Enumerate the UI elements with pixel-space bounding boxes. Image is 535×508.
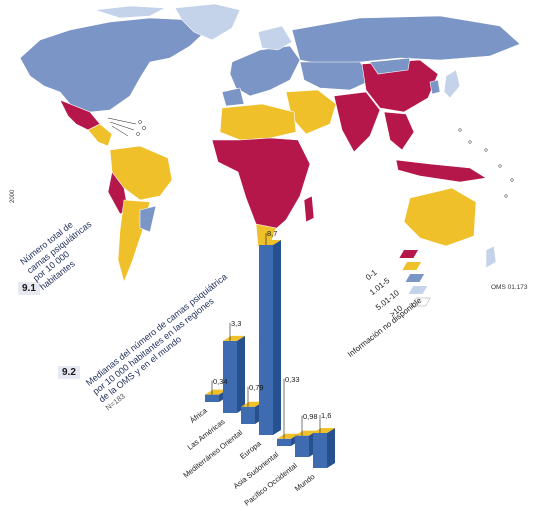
map-region-north-africa [219,103,297,141]
bar-front [313,433,327,468]
bar-cap [223,335,245,341]
map-region-mongolia [369,57,411,75]
map-region-central-america [87,123,113,147]
figure-1-number: 9.1 [18,282,40,295]
bar-cap [295,430,317,436]
bar-cap [313,428,335,434]
bar-las-am-ricas [223,322,245,413]
map-region-southeast-asia [383,111,415,151]
bar-mundo [313,415,335,468]
bar-value-label: 8,7 [267,229,278,238]
map-region-sub-saharan-africa [211,137,311,235]
figure-2-number: 9.2 [58,366,80,379]
map-region-indonesia [395,159,487,183]
bar-value-label: 3,3 [231,318,242,328]
bar-cap [259,240,281,245]
bar-cap [241,401,263,407]
bar-front [205,394,219,402]
bar-front [259,245,273,435]
map-region-arctic-canada [94,5,167,19]
map-region-japan [443,69,461,99]
bar-europa [259,233,281,435]
map-region-south-america-cone [139,205,157,233]
bar-side [237,335,245,413]
bar-front [241,406,255,424]
island-markers [136,120,514,198]
source-label: OMS 01.173 [491,284,528,291]
caribbean-callout [107,117,137,137]
bar-front [277,438,291,446]
bar-value-label: 0,33 [285,374,300,384]
map-region-australia [403,187,477,247]
bar-value-label: 0,79 [249,382,264,392]
bar-front [223,340,237,413]
map-region-scandinavia [257,25,293,51]
bar-cap [205,389,227,395]
bar-value-label: 0,34 [213,376,228,386]
map-region-korea [429,79,441,95]
map-region-central-asia [299,61,373,91]
map-region-madagascar [303,195,315,223]
bar-front [295,435,309,457]
bar-value-label: 0,98 [303,411,318,421]
bar-side [273,240,281,435]
bar-cap [277,433,299,439]
bar-side [327,428,335,468]
map-region-south-asia [333,91,381,153]
map-region-greenland [174,3,241,41]
map-region-north-america [19,17,206,113]
bar-value-label: 1,6 [321,411,332,421]
map-region-new-zealand [485,245,497,269]
map-region-iberia [221,87,245,107]
world-map [19,3,521,283]
